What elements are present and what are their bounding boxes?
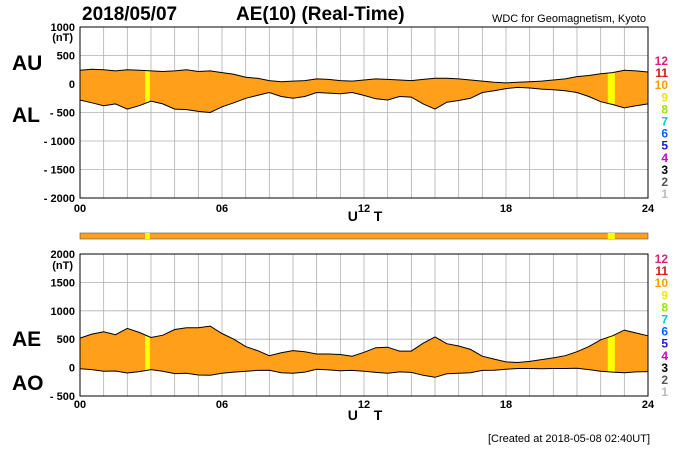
au-al-y-tick-label: 0 <box>69 79 75 91</box>
ao-series-line <box>79 367 649 378</box>
credit-text: WDC for Geomagnetism, Kyoto <box>492 13 646 25</box>
au-al-y-tick-label: - 2000 <box>44 193 75 205</box>
ae-ao-highlight-bands <box>145 335 615 373</box>
au-al-x-tick-label: 18 <box>500 203 512 215</box>
ae-ao-y-tick-label: 500 <box>57 334 75 346</box>
au-al-x-axis-label: U T <box>348 208 389 224</box>
status-strip-highlight <box>145 233 150 239</box>
status-strip-bar <box>79 232 649 240</box>
au-al-x-tick-label: 06 <box>216 203 228 215</box>
chart-title: AE(10) (Real-Time) <box>236 4 405 25</box>
top-legend-item: 1 <box>661 187 668 201</box>
au-al-y-tick-label: - 1000 <box>44 136 75 148</box>
au-series-line <box>79 68 649 84</box>
ae-ao-fill-area <box>80 326 648 378</box>
ae-ao-unit-label: (nT) <box>52 260 73 272</box>
au-al-unit-label: (nT) <box>52 32 73 44</box>
au-label: AU <box>12 52 42 75</box>
top-legend-item: 5 <box>661 139 668 153</box>
bottom-legend-item: 5 <box>661 337 668 351</box>
top-legend-item: 3 <box>661 163 668 177</box>
au-al-x-tick-label: 24 <box>642 203 655 215</box>
au-al-y-tick-label: - 1500 <box>44 165 75 177</box>
au-al-highlight-bands <box>145 70 615 105</box>
au-al-y-tick-label: - 500 <box>50 108 75 120</box>
ae-ao-grid <box>80 254 648 396</box>
status-strip <box>79 232 649 240</box>
top-legend-item: 10 <box>655 78 669 92</box>
ae-ao-x-tick-label: 00 <box>74 399 86 411</box>
au-al-y-tick-label: 1000 <box>51 22 75 34</box>
ae-ao-y-tick-label: 1000 <box>51 306 75 318</box>
top-legend-item: 4 <box>661 151 668 165</box>
ae-label: AE <box>12 328 41 351</box>
bottom-legend-item: 2 <box>661 373 668 387</box>
au-al-highlight-band <box>145 70 150 103</box>
bottom-legend-item: 1 <box>661 385 668 399</box>
top-legend-item: 7 <box>661 115 668 129</box>
ae-ao-x-tick-label: 24 <box>642 399 655 411</box>
ae-ao-y-tick-label: - 500 <box>50 391 75 403</box>
bottom-legend-item: 9 <box>661 288 668 302</box>
bottom-legend-item: 7 <box>661 313 668 327</box>
au-al-x-tick-label: 12 <box>358 203 370 215</box>
bottom-legend-item: 12 <box>655 252 669 266</box>
top-legend-item: 11 <box>655 66 668 80</box>
bottom-legend-item: 4 <box>661 349 668 363</box>
status-strip-highlight <box>607 233 615 239</box>
ae-ao-highlight-band <box>607 336 615 373</box>
ae-ao-x-tick-label: 12 <box>358 399 370 411</box>
au-al-y-tick-label: 500 <box>57 51 75 63</box>
au-al-grid <box>80 27 648 198</box>
au-al-frame <box>79 26 649 199</box>
top-legend-item: 6 <box>661 127 668 141</box>
ae-ao-x-tick-label: 18 <box>500 399 512 411</box>
bottom-legend-item: 8 <box>661 300 668 314</box>
al-series-line <box>79 86 649 114</box>
ae-ao-y-tick-label: 2000 <box>51 249 75 261</box>
date-title: 2018/05/07 <box>82 4 177 25</box>
ae-ao-x-tick-label: 06 <box>216 399 228 411</box>
au-al-x-tick-label: 00 <box>74 203 86 215</box>
al-label: AL <box>12 104 40 127</box>
top-legend-item: 12 <box>655 54 669 68</box>
created-timestamp: [Created at 2018-05-08 02:40UT] <box>488 433 650 445</box>
top-legend-item: 8 <box>661 102 668 116</box>
au-al-fill-area <box>80 69 648 113</box>
ae-ao-x-axis-label: U T <box>348 407 389 423</box>
ae-ao-frame <box>79 253 649 397</box>
ae-ao-y-tick-label: 0 <box>69 363 75 375</box>
ae-series-line <box>79 325 649 364</box>
ae-ao-y-tick-label: 1500 <box>51 277 75 289</box>
top-legend-item: 9 <box>661 90 668 104</box>
ao-label: AO <box>12 372 44 395</box>
bottom-legend-item: 3 <box>661 361 668 375</box>
au-al-highlight-band <box>607 72 615 105</box>
bottom-legend-item: 10 <box>655 276 669 290</box>
ae-ao-highlight-band <box>145 335 150 371</box>
bottom-legend-item: 6 <box>661 325 668 339</box>
top-legend-item: 2 <box>661 175 668 189</box>
bottom-legend-item: 11 <box>655 264 668 278</box>
